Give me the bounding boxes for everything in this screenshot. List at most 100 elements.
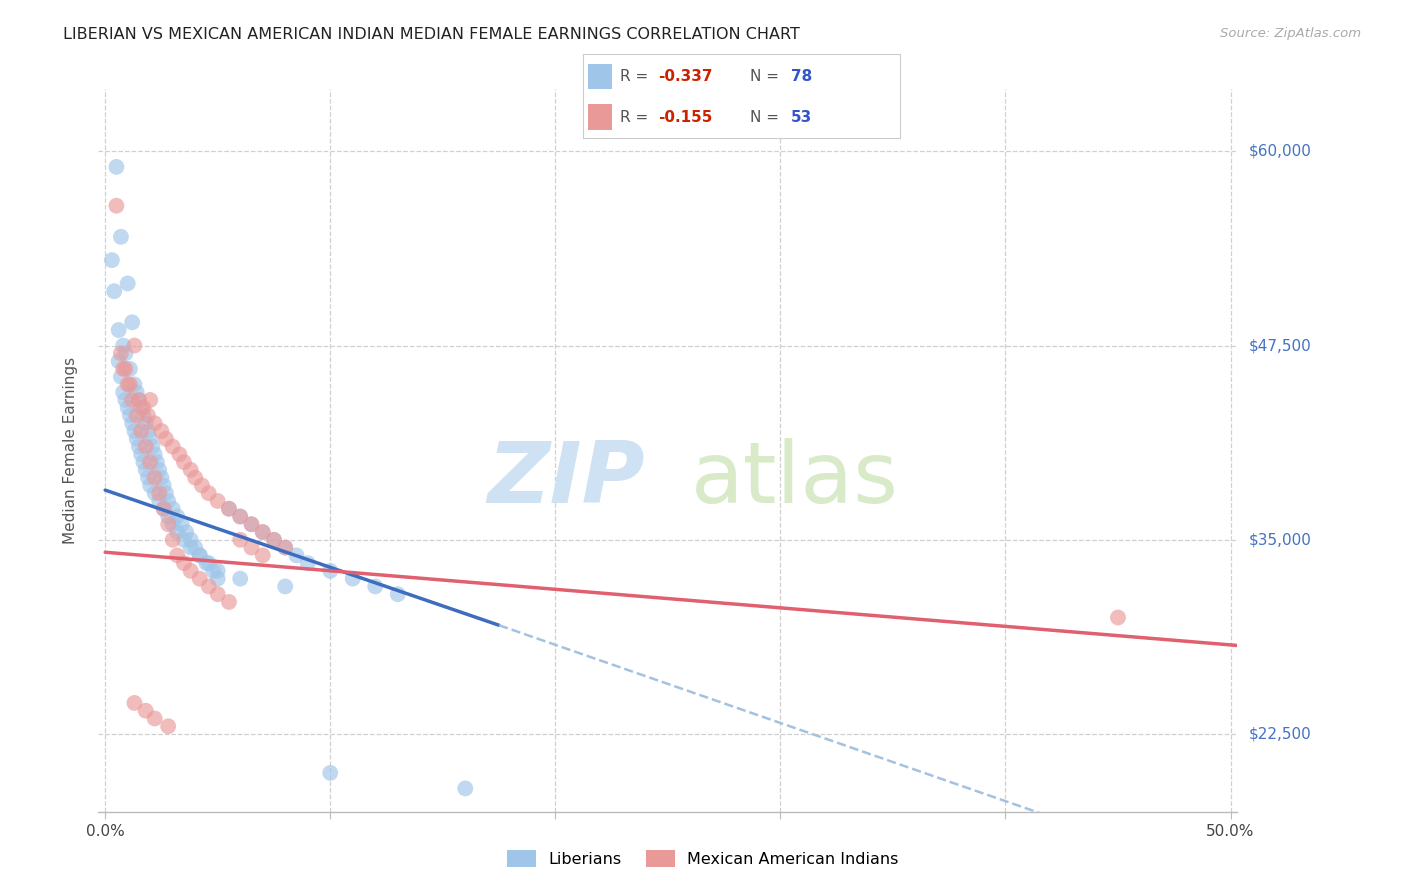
Legend: Liberians, Mexican American Indians: Liberians, Mexican American Indians [501, 844, 905, 873]
Point [184, 541, 207, 555]
Text: Source: ZipAtlas.com: Source: ZipAtlas.com [1220, 27, 1361, 40]
Point [107, 323, 129, 337]
Point [139, 392, 162, 407]
Point [114, 362, 136, 376]
Point [118, 377, 141, 392]
Text: R =: R = [620, 110, 652, 125]
Point [107, 354, 129, 368]
Point [110, 229, 132, 244]
Point [180, 463, 202, 477]
Text: -0.155: -0.155 [658, 110, 713, 125]
Point [132, 455, 155, 469]
Point [454, 781, 477, 796]
Point [143, 470, 166, 484]
Point [110, 369, 132, 384]
Point [155, 432, 177, 446]
Point [124, 696, 146, 710]
FancyBboxPatch shape [588, 63, 612, 89]
Point [152, 501, 174, 516]
Point [180, 533, 202, 547]
Point [117, 401, 139, 415]
Point [197, 556, 219, 570]
Point [143, 486, 166, 500]
Point [319, 564, 342, 578]
Point [197, 579, 219, 593]
Point [229, 509, 252, 524]
Point [125, 432, 148, 446]
Point [188, 572, 211, 586]
Point [135, 704, 157, 718]
Point [218, 595, 240, 609]
Point [148, 463, 170, 477]
Point [240, 517, 263, 532]
Point [252, 549, 274, 563]
Point [128, 392, 150, 407]
Point [112, 362, 135, 376]
Point [118, 409, 141, 423]
Point [229, 572, 252, 586]
Point [364, 579, 387, 593]
Point [129, 424, 152, 438]
Point [274, 579, 297, 593]
Point [110, 346, 132, 360]
Point [112, 385, 135, 400]
Point [135, 417, 157, 431]
Point [125, 409, 148, 423]
Point [135, 440, 157, 454]
Point [229, 509, 252, 524]
Point [128, 392, 150, 407]
Point [136, 409, 159, 423]
Point [297, 556, 319, 570]
Point [387, 587, 409, 601]
Point [218, 501, 240, 516]
Point [263, 533, 285, 547]
Point [132, 401, 155, 415]
Point [169, 447, 191, 461]
Text: 53: 53 [790, 110, 811, 125]
Y-axis label: Median Female Earnings: Median Female Earnings [63, 357, 77, 544]
Point [121, 392, 143, 407]
Point [1107, 610, 1129, 624]
Text: $60,000: $60,000 [1249, 144, 1312, 159]
Point [124, 377, 146, 392]
Point [121, 315, 143, 329]
Text: -0.337: -0.337 [658, 69, 713, 84]
Point [162, 517, 184, 532]
Point [155, 486, 177, 500]
Point [139, 478, 162, 492]
Point [143, 711, 166, 725]
Point [146, 455, 169, 469]
Point [285, 549, 308, 563]
Point [132, 409, 155, 423]
Point [229, 533, 252, 547]
Point [105, 199, 128, 213]
Text: LIBERIAN VS MEXICAN AMERICAN INDIAN MEDIAN FEMALE EARNINGS CORRELATION CHART: LIBERIAN VS MEXICAN AMERICAN INDIAN MEDI… [63, 27, 800, 42]
Point [124, 424, 146, 438]
Text: $22,500: $22,500 [1249, 726, 1312, 741]
Point [148, 486, 170, 500]
Point [128, 440, 150, 454]
Point [207, 494, 229, 508]
Point [188, 549, 211, 563]
Point [124, 338, 146, 352]
Point [191, 478, 214, 492]
Point [103, 284, 125, 298]
Point [141, 440, 163, 454]
Point [207, 572, 229, 586]
Point [252, 524, 274, 539]
Point [162, 533, 184, 547]
Point [274, 541, 297, 555]
Point [173, 556, 195, 570]
Point [180, 564, 202, 578]
Point [114, 392, 136, 407]
Point [121, 417, 143, 431]
Point [118, 362, 141, 376]
Point [170, 517, 193, 532]
Point [139, 455, 162, 469]
Text: R =: R = [620, 69, 652, 84]
Point [143, 417, 166, 431]
Point [117, 277, 139, 291]
Text: N =: N = [749, 69, 783, 84]
Point [195, 556, 218, 570]
Point [166, 509, 188, 524]
